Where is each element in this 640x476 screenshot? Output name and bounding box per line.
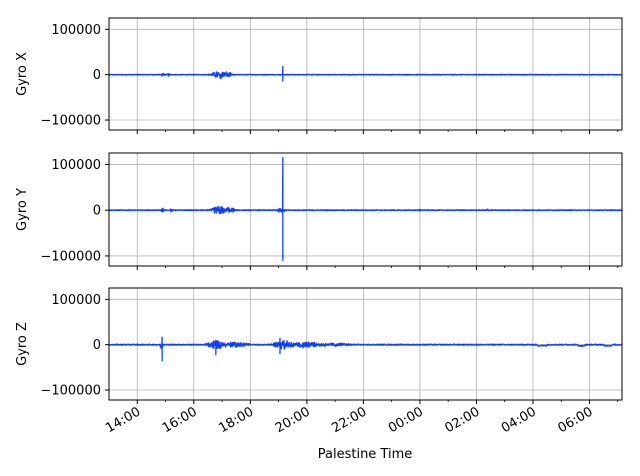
- axes-frame: [108, 287, 623, 401]
- series-line-1: [108, 65, 623, 82]
- panels-layer: 100000 0 −100000 Gyro X 100000 0 −100000 Gyro Y…: [15, 17, 623, 404]
- panel-1: 100000 0 −100000 Gyro X: [15, 17, 623, 134]
- axes-frame: [108, 152, 623, 267]
- axes-frame: [108, 17, 623, 131]
- y-axis-label-3: Gyro Z: [15, 322, 30, 366]
- y-axis-label-2: Gyro Y: [15, 188, 30, 231]
- panel-2: 100000 0 −100000 Gyro Y: [15, 152, 623, 270]
- panel-3: 100000 0 −100000 Gyro Z: [15, 287, 623, 404]
- y-axis-label-1: Gyro X: [15, 52, 30, 96]
- y-tick-label: −100000: [40, 249, 101, 264]
- x-axis-label: Palestine Time: [318, 447, 413, 462]
- series-line-2: [108, 156, 623, 262]
- y-tick-label: −100000: [40, 384, 101, 399]
- series-line-3: [108, 336, 623, 362]
- y-tick-label: 100000: [51, 293, 101, 308]
- y-tick-label: 100000: [51, 23, 101, 38]
- y-tick-label: −100000: [40, 114, 101, 129]
- y-tick-label: 0: [93, 204, 101, 219]
- y-tick-label: 100000: [51, 158, 101, 173]
- y-tick-label: 0: [93, 68, 101, 83]
- y-tick-label: 0: [93, 338, 101, 353]
